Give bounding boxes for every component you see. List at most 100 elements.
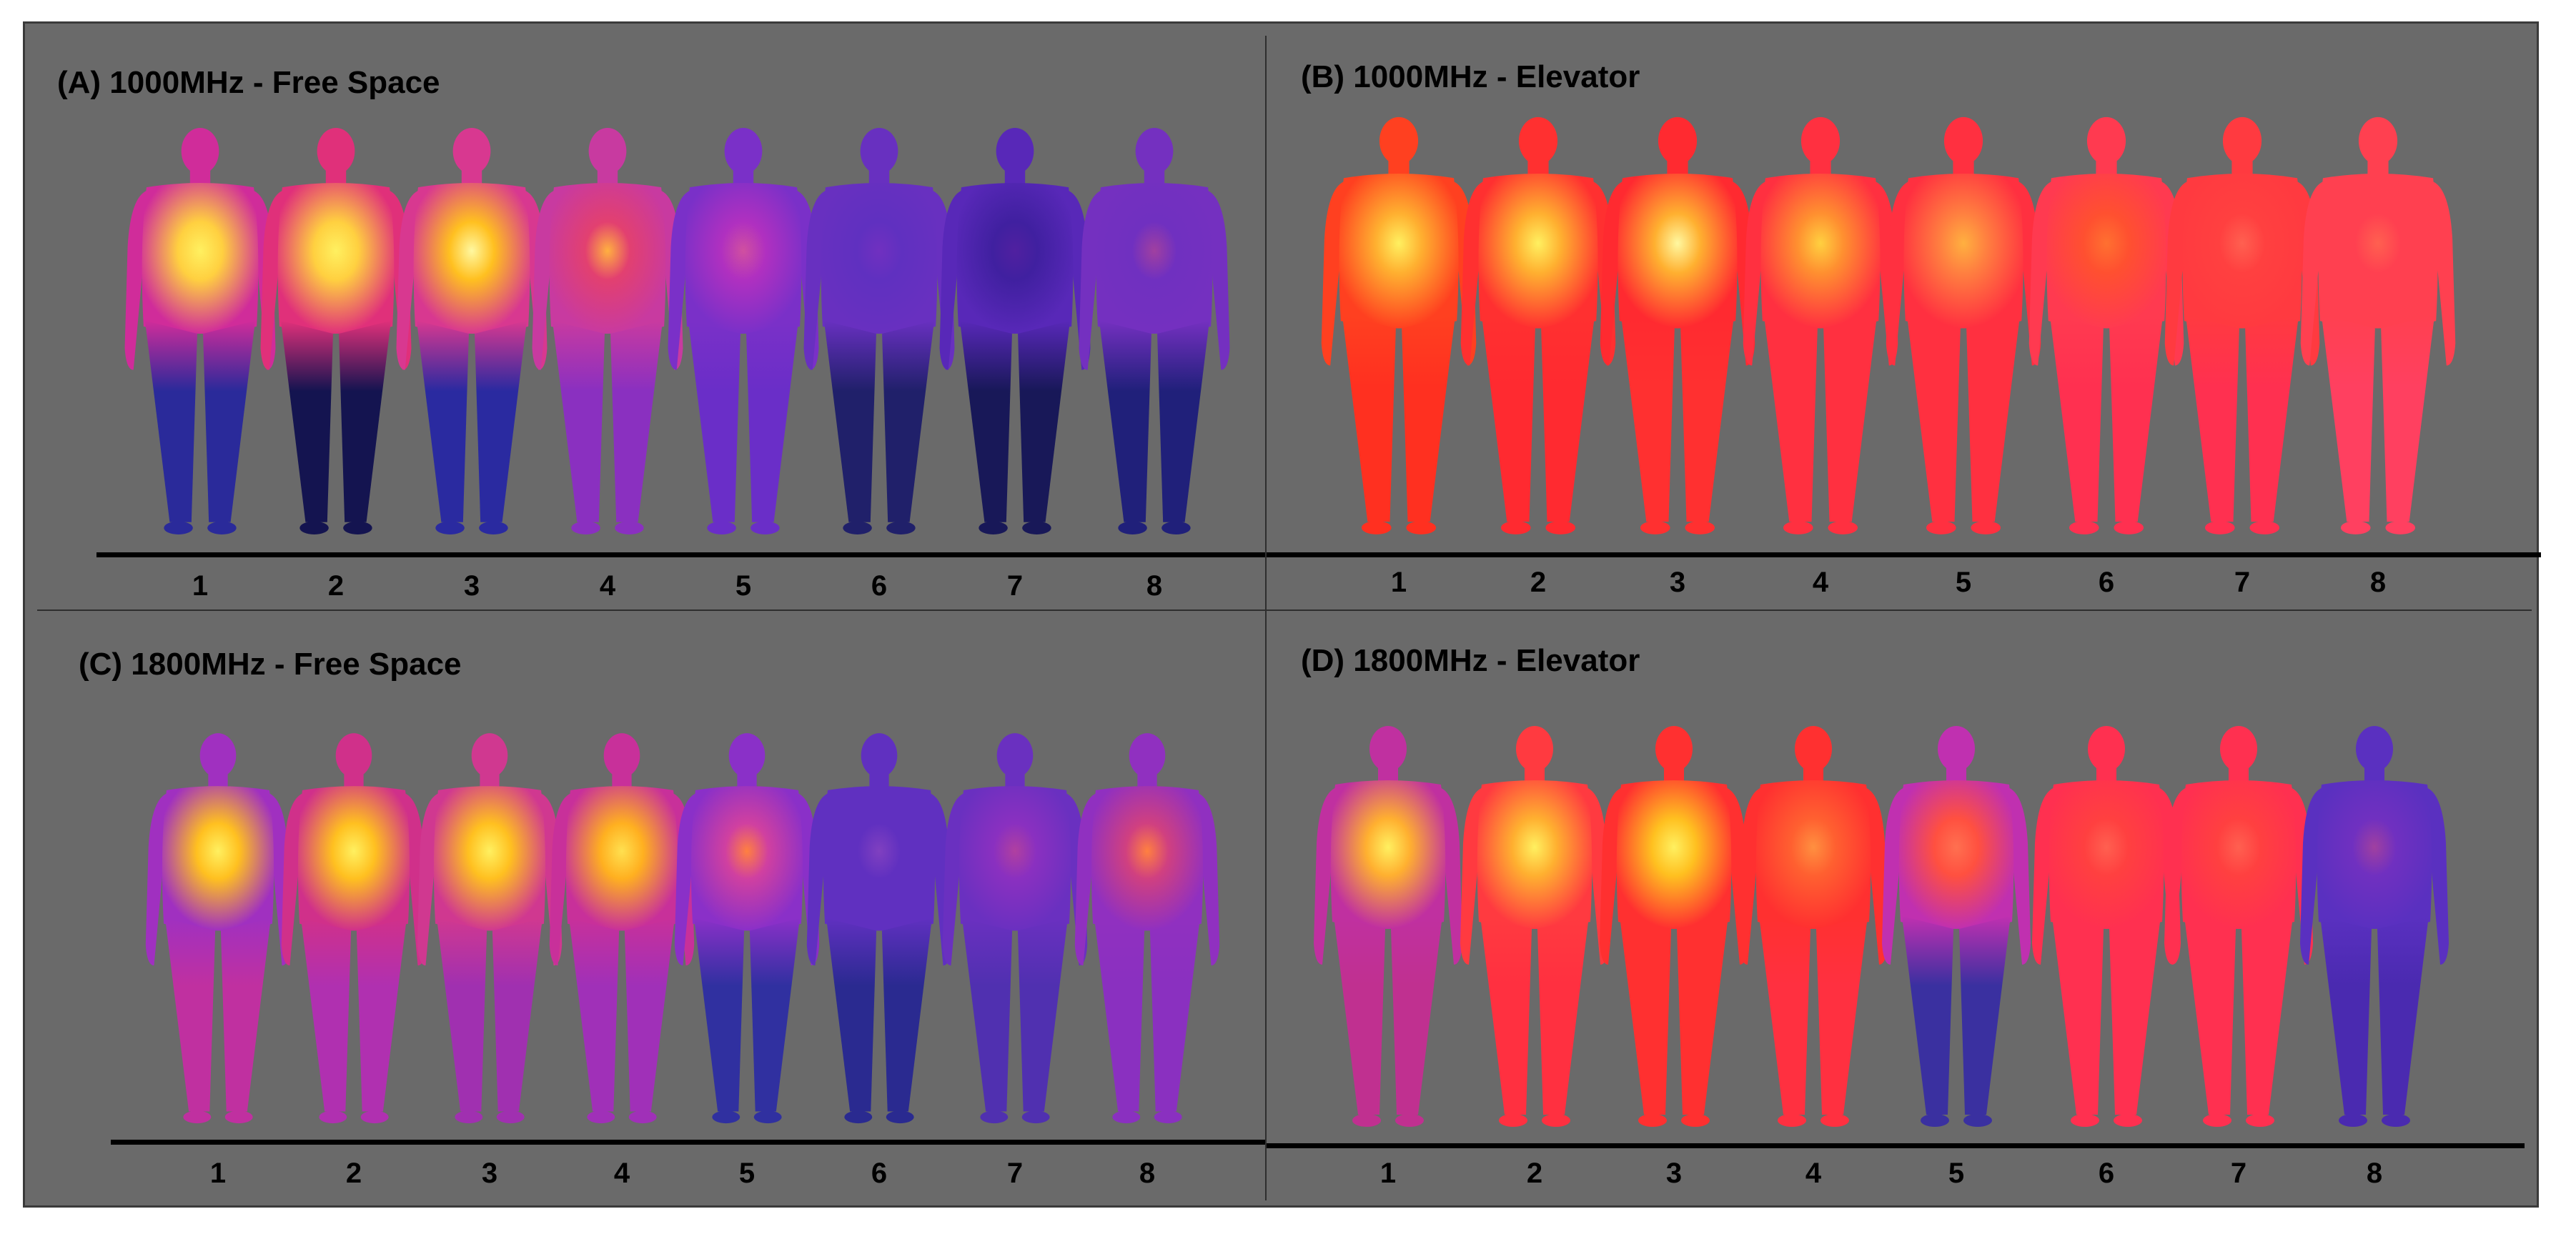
right-leg	[2241, 916, 2293, 1115]
torso	[2182, 173, 2302, 329]
body-figure	[532, 127, 683, 534]
left-leg	[2184, 916, 2236, 1115]
figure-number: 1	[1380, 1158, 1396, 1189]
right-leg	[356, 917, 407, 1112]
figure-number: 4	[1805, 1158, 1822, 1189]
figure-number: 4	[600, 570, 616, 602]
right-leg	[1959, 916, 2011, 1115]
baseline	[1267, 552, 2541, 557]
left-leg	[2049, 314, 2104, 522]
torso	[1477, 780, 1592, 929]
left-arm	[2300, 181, 2325, 366]
left-arm	[124, 190, 148, 370]
left-leg	[1481, 314, 1535, 522]
head	[1516, 726, 1553, 772]
left-leg	[2321, 314, 2375, 522]
head	[1129, 733, 1166, 778]
left-leg	[826, 917, 877, 1112]
panel-a: (A) 1000MHz - Free Space 1 2 3 4 5 6 7 8	[25, 24, 1265, 609]
left-arm	[1460, 181, 1485, 366]
panel-c-figures: 1 2 3 4 5 6 7 8	[111, 733, 1265, 1189]
left-arm	[1460, 787, 1483, 965]
left-leg	[1099, 320, 1151, 522]
right-arm	[2426, 787, 2449, 965]
right-leg	[2377, 916, 2429, 1115]
body-figure	[281, 733, 427, 1124]
figure-number: 8	[1139, 1158, 1155, 1189]
torso	[413, 183, 530, 334]
left-leg	[1763, 314, 1818, 522]
left-arm	[1079, 190, 1102, 370]
body-figure	[668, 127, 819, 534]
left-leg	[552, 320, 605, 522]
head	[317, 127, 355, 174]
left-arm	[396, 190, 420, 370]
torso	[958, 786, 1071, 931]
right-leg	[1402, 314, 1456, 522]
torso	[823, 786, 936, 931]
head	[1518, 116, 1558, 165]
body-figure	[124, 127, 276, 534]
head	[1379, 116, 1419, 165]
figure-number: 3	[464, 570, 480, 602]
panel-d: (D) 1800MHz - Elevator 1 2 3 4 5 6 7 8	[1267, 611, 2541, 1210]
right-leg	[1018, 320, 1071, 522]
left-arm	[2028, 181, 2054, 366]
left-leg	[1094, 917, 1145, 1112]
torso	[2317, 780, 2432, 929]
right-leg	[1680, 314, 1735, 522]
figure-number: 1	[192, 570, 208, 602]
body-figure	[1079, 127, 1230, 534]
head	[2088, 726, 2125, 772]
left-arm	[532, 190, 555, 370]
left-arm	[549, 792, 572, 966]
head	[2356, 726, 2393, 772]
figure-number: 8	[2370, 567, 2386, 598]
figure-number: 3	[1666, 1158, 1682, 1189]
left-leg	[694, 917, 745, 1112]
body-figure	[2300, 726, 2449, 1127]
figure-number: 8	[1146, 570, 1162, 602]
head	[1135, 127, 1174, 174]
body-figure	[549, 733, 695, 1124]
body-figure	[1743, 116, 1898, 534]
right-leg	[2109, 916, 2161, 1115]
torso	[162, 786, 274, 931]
body-figure	[2032, 726, 2181, 1127]
right-leg	[624, 917, 675, 1112]
left-arm	[1739, 787, 1762, 965]
head	[1658, 116, 1698, 165]
right-leg	[1391, 916, 1442, 1115]
figure-number: 5	[1948, 1158, 1964, 1189]
right-leg	[1149, 917, 1200, 1112]
head	[1369, 726, 1407, 772]
figure-number: 5	[735, 570, 751, 602]
right-arm	[2431, 181, 2456, 366]
right-leg	[339, 320, 392, 522]
panel-c-title: (C) 1800MHz - Free Space	[79, 647, 462, 682]
torso	[1091, 786, 1204, 931]
panel-b: (B) 1000MHz - Elevator 1 2 3 4 5 6 7 8	[1267, 24, 2541, 609]
right-leg	[492, 917, 543, 1112]
panel-c: (C) 1800MHz - Free Space 1 2 3 4 5 6 7 8	[25, 611, 1265, 1210]
horizontal-divider	[37, 609, 2532, 611]
right-arm	[1207, 190, 1230, 370]
body-figure	[2164, 726, 2313, 1127]
figure-number: 2	[328, 570, 344, 602]
left-leg	[1902, 916, 1953, 1115]
right-leg	[2109, 314, 2164, 522]
right-leg	[1157, 320, 1210, 522]
left-arm	[1886, 181, 1911, 366]
body-figure	[396, 127, 548, 534]
body-figure	[1882, 726, 2031, 1127]
body-figure	[939, 127, 1091, 534]
torso	[2181, 780, 2297, 929]
body-figure	[1600, 726, 1748, 1127]
vertical-divider	[1265, 36, 1267, 1200]
panel-d-figures: 1 2 3 4 5 6 7 8	[1267, 726, 2525, 1189]
torso	[1755, 780, 1871, 929]
left-arm	[2300, 787, 2323, 965]
right-leg	[749, 917, 800, 1112]
left-arm	[1321, 181, 1346, 366]
left-leg	[165, 917, 216, 1112]
